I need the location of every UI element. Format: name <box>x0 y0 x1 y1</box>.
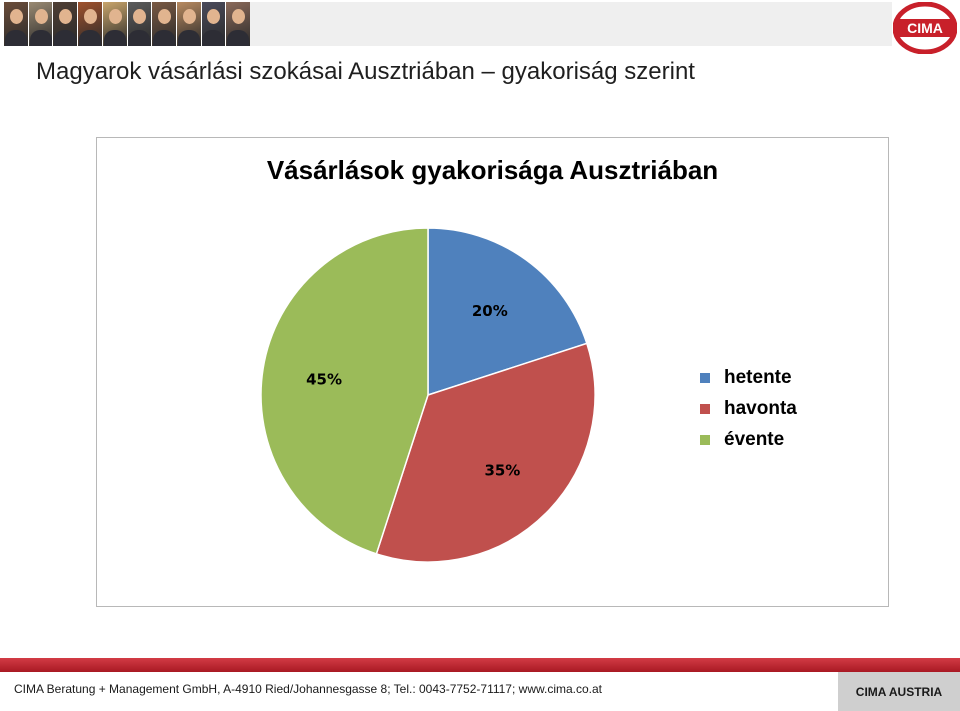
header-photo-strip <box>4 2 250 46</box>
chart-frame: Vásárlások gyakorisága Ausztriában 20% 35… <box>96 137 889 607</box>
person-torso <box>128 30 151 46</box>
person-torso <box>153 30 176 46</box>
pie-chart: 20% 35% 45% <box>260 227 596 563</box>
legend-swatch <box>700 372 710 383</box>
header-photo <box>127 2 152 46</box>
person-torso <box>202 30 225 46</box>
footer-brand: CIMA AUSTRIA <box>855 684 943 699</box>
cima-logo: CIMA <box>893 2 957 54</box>
person-head <box>182 9 196 24</box>
header-photo <box>176 2 201 46</box>
person-head <box>83 9 97 24</box>
legend-label: hetente <box>724 366 792 388</box>
person-torso <box>4 30 27 46</box>
person-head <box>158 9 172 24</box>
footer-bar <box>0 658 960 672</box>
data-label-havonta: 35% <box>484 461 520 479</box>
header-photo <box>201 2 226 46</box>
person-torso <box>78 30 101 46</box>
page-title: Magyarok vásárlási szokásai Ausztriában … <box>36 58 695 85</box>
pie-slice-hetente <box>427 227 588 397</box>
legend-item-évente: évente <box>700 424 797 455</box>
person-head <box>59 9 73 24</box>
footer-text: CIMA Beratung + Management GmbH, A-4910 … <box>14 682 603 696</box>
pie-slice-évente <box>260 227 429 555</box>
person-head <box>133 9 147 24</box>
person-torso <box>29 30 52 46</box>
legend-label: havonta <box>724 397 797 419</box>
header-photo <box>4 2 28 46</box>
data-label-évente: 45% <box>306 371 342 389</box>
logo-ring <box>893 2 957 54</box>
legend-item-havonta: havonta <box>700 393 797 424</box>
legend-swatch <box>700 434 710 445</box>
person-torso <box>54 30 77 46</box>
header-photo <box>78 2 102 46</box>
legend-item-hetente: hetente <box>700 362 797 393</box>
data-label-hetente: 20% <box>472 302 508 320</box>
header-band <box>250 2 892 46</box>
chart-title: Vásárlások gyakorisága Ausztriában <box>266 155 719 185</box>
person-head <box>108 9 122 24</box>
logo-text: CIMA <box>907 20 943 36</box>
person-head <box>9 9 23 24</box>
header-photo <box>226 2 250 46</box>
chart-legend: hetente havonta évente <box>700 362 797 455</box>
header-photo <box>53 2 78 46</box>
legend-swatch <box>700 403 710 414</box>
legend-label: évente <box>724 428 785 450</box>
person-head <box>207 9 221 24</box>
logo-band <box>896 19 954 37</box>
header-photo <box>152 2 176 46</box>
person-torso <box>103 30 126 46</box>
header-photo <box>102 2 127 46</box>
person-head <box>232 9 246 24</box>
pie-slice-havonta <box>375 342 596 563</box>
person-head <box>34 9 48 24</box>
person-torso <box>177 30 200 46</box>
header-photo <box>28 2 53 46</box>
footer-brand-box: CIMA AUSTRIA <box>838 672 960 711</box>
person-torso <box>227 30 250 46</box>
